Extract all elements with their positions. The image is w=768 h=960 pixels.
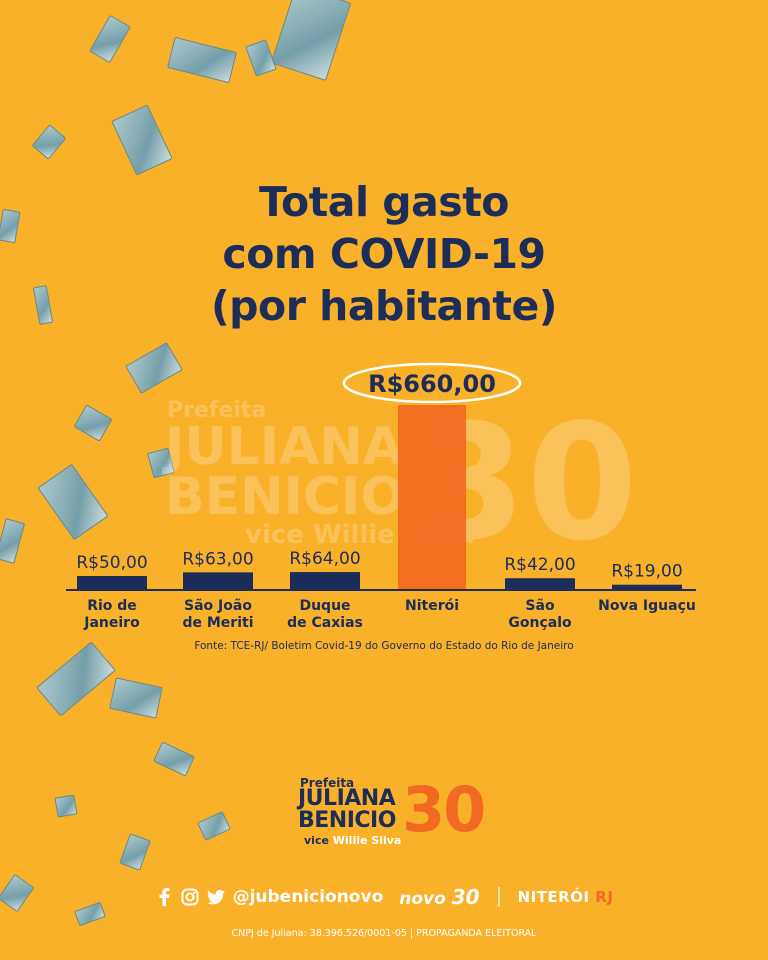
bar-3 (398, 405, 466, 590)
chart-title: Total gasto com COVID-19 (por habitante) (0, 176, 768, 332)
facebook-icon[interactable] (155, 888, 173, 906)
campaign-logo: Prefeita JULIANA BENICIO vice Willie Sil… (298, 773, 488, 847)
logo-vice: vice Willie Silva (304, 834, 401, 847)
logo-number: 30 (402, 773, 486, 846)
city-name: NITERÓI (517, 888, 590, 906)
title-line-3: (por habitante) (210, 282, 558, 330)
bar-2 (290, 572, 360, 590)
bar-0 (77, 575, 147, 590)
instagram-icon[interactable] (181, 888, 199, 906)
category-label-0: Janeiro (83, 615, 140, 631)
category-label-4: São (525, 598, 555, 614)
value-label-1: R$63,00 (182, 549, 253, 569)
value-label-0: R$50,00 (76, 553, 147, 573)
category-label-5: Nova Iguaçu (598, 598, 696, 614)
chart-source: Fonte: TCE-RJ/ Boletim Covid-19 do Gover… (194, 640, 574, 652)
title-line-1: Total gasto (259, 178, 509, 226)
state-name: RJ (595, 888, 614, 906)
bar-4 (505, 578, 575, 590)
value-label-3: R$660,00 (368, 370, 496, 398)
logo-name: JULIANA BENICIO (298, 788, 396, 832)
party-logo: novo 30 (399, 885, 479, 909)
logo-name-line-1: JULIANA (298, 786, 396, 811)
category-label-1: São João (184, 598, 252, 614)
category-label-2: de Caxias (287, 615, 363, 631)
value-label-2: R$64,00 (289, 549, 360, 569)
category-label-2: Duque (299, 598, 350, 614)
social-handle[interactable]: @jubenicionovo (232, 887, 384, 907)
category-label-0: Rio de (87, 598, 137, 614)
category-label-4: Gonçalo (508, 615, 572, 631)
bar-1 (183, 572, 253, 590)
value-label-4: R$42,00 (504, 555, 575, 575)
category-label-3: Niterói (405, 598, 459, 614)
footer-bar: @jubenicionovo novo 30 NITERÓI RJ (0, 882, 768, 912)
category-label-1: de Meriti (182, 615, 253, 631)
logo-name-line-2: BENICIO (298, 808, 396, 833)
bar-5 (612, 584, 682, 590)
value-label-5: R$19,00 (611, 562, 682, 582)
highlight-circle (342, 362, 522, 404)
legal-notice: CNPJ de Juliana: 38.396.526/0001-05 | PR… (231, 928, 537, 939)
party-name: novo (399, 889, 446, 909)
footer-divider (497, 887, 500, 907)
city-label: NITERÓI RJ (518, 888, 614, 906)
logo-vice-label: vice (304, 834, 329, 847)
twitter-icon[interactable] (206, 888, 225, 906)
party-number: 30 (451, 885, 480, 909)
logo-vice-name: Willie Silva (332, 834, 402, 847)
logo-prefix: Prefeita (300, 776, 355, 790)
title-line-2: com COVID-19 (222, 230, 546, 278)
